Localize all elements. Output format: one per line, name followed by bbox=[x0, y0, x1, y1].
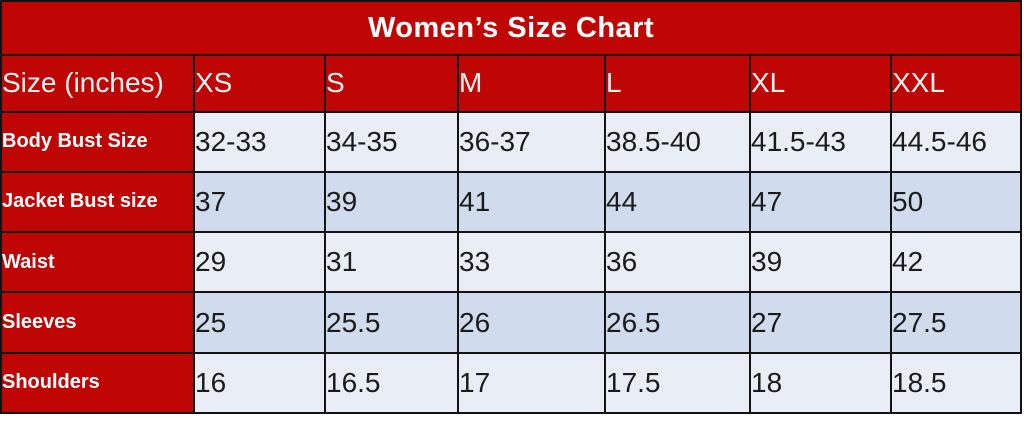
size-value-cell: 42 bbox=[889, 231, 1023, 294]
column-header-m: M bbox=[457, 54, 606, 113]
row-label-body-bust: Body Bust Size bbox=[0, 110, 195, 173]
size-value-cell: 36 bbox=[604, 231, 751, 294]
column-header-s: S bbox=[324, 54, 459, 113]
header-row: Size (inches) XS S M L XL XXL bbox=[0, 54, 1023, 113]
row-label-waist: Waist bbox=[0, 231, 195, 294]
size-value-cell: 38.5-40 bbox=[604, 110, 751, 173]
size-value-cell: 18 bbox=[749, 351, 892, 415]
size-value-cell: 25.5 bbox=[324, 291, 459, 354]
size-value-cell: 31 bbox=[324, 231, 459, 294]
size-value-cell: 16.5 bbox=[324, 351, 459, 415]
row-label-jacket-bust: Jacket Bust size bbox=[0, 170, 195, 234]
size-value-cell: 44.5-46 bbox=[889, 110, 1023, 173]
size-value-cell: 27 bbox=[749, 291, 892, 354]
size-value-cell: 16 bbox=[193, 351, 326, 415]
size-value-cell: 34-35 bbox=[324, 110, 459, 173]
table-row-waist: Waist 29 31 33 36 39 42 bbox=[0, 231, 1023, 294]
size-value-cell: 26.5 bbox=[604, 291, 751, 354]
row-label-shoulders: Shoulders bbox=[0, 351, 195, 415]
row-label-sleeves: Sleeves bbox=[0, 291, 195, 354]
size-value-cell: 18.5 bbox=[889, 351, 1023, 415]
size-value-cell: 37 bbox=[193, 170, 326, 234]
size-value-cell: 41 bbox=[457, 170, 606, 234]
size-value-cell: 17.5 bbox=[604, 351, 751, 415]
size-value-cell: 39 bbox=[749, 231, 892, 294]
table-row-sleeves: Sleeves 25 25.5 26 26.5 27 27.5 bbox=[0, 291, 1023, 354]
womens-size-chart: Women’s Size Chart Size (inches) XS S M … bbox=[0, 0, 1023, 415]
column-header-l: L bbox=[604, 54, 751, 113]
size-value-cell: 29 bbox=[193, 231, 326, 294]
column-header-xxl: XXL bbox=[889, 54, 1023, 113]
size-value-cell: 25 bbox=[193, 291, 326, 354]
size-value-cell: 47 bbox=[749, 170, 892, 234]
corner-label: Size (inches) bbox=[0, 54, 195, 113]
table-row-body-bust: Body Bust Size 32-33 34-35 36-37 38.5-40… bbox=[0, 110, 1023, 173]
size-value-cell: 27.5 bbox=[889, 291, 1023, 354]
size-value-cell: 50 bbox=[889, 170, 1023, 234]
size-chart-table: Women’s Size Chart Size (inches) XS S M … bbox=[0, 0, 1023, 415]
column-header-xl: XL bbox=[749, 54, 892, 113]
column-header-xs: XS bbox=[193, 54, 326, 113]
size-value-cell: 32-33 bbox=[193, 110, 326, 173]
size-value-cell: 41.5-43 bbox=[749, 110, 892, 173]
size-value-cell: 33 bbox=[457, 231, 606, 294]
title-row: Women’s Size Chart bbox=[0, 0, 1023, 57]
size-value-cell: 26 bbox=[457, 291, 606, 354]
size-value-cell: 44 bbox=[604, 170, 751, 234]
size-value-cell: 36-37 bbox=[457, 110, 606, 173]
size-value-cell: 17 bbox=[457, 351, 606, 415]
size-value-cell: 39 bbox=[324, 170, 459, 234]
chart-title: Women’s Size Chart bbox=[0, 0, 1023, 57]
table-row-jacket-bust: Jacket Bust size 37 39 41 44 47 50 bbox=[0, 170, 1023, 234]
table-row-shoulders: Shoulders 16 16.5 17 17.5 18 18.5 bbox=[0, 351, 1023, 415]
